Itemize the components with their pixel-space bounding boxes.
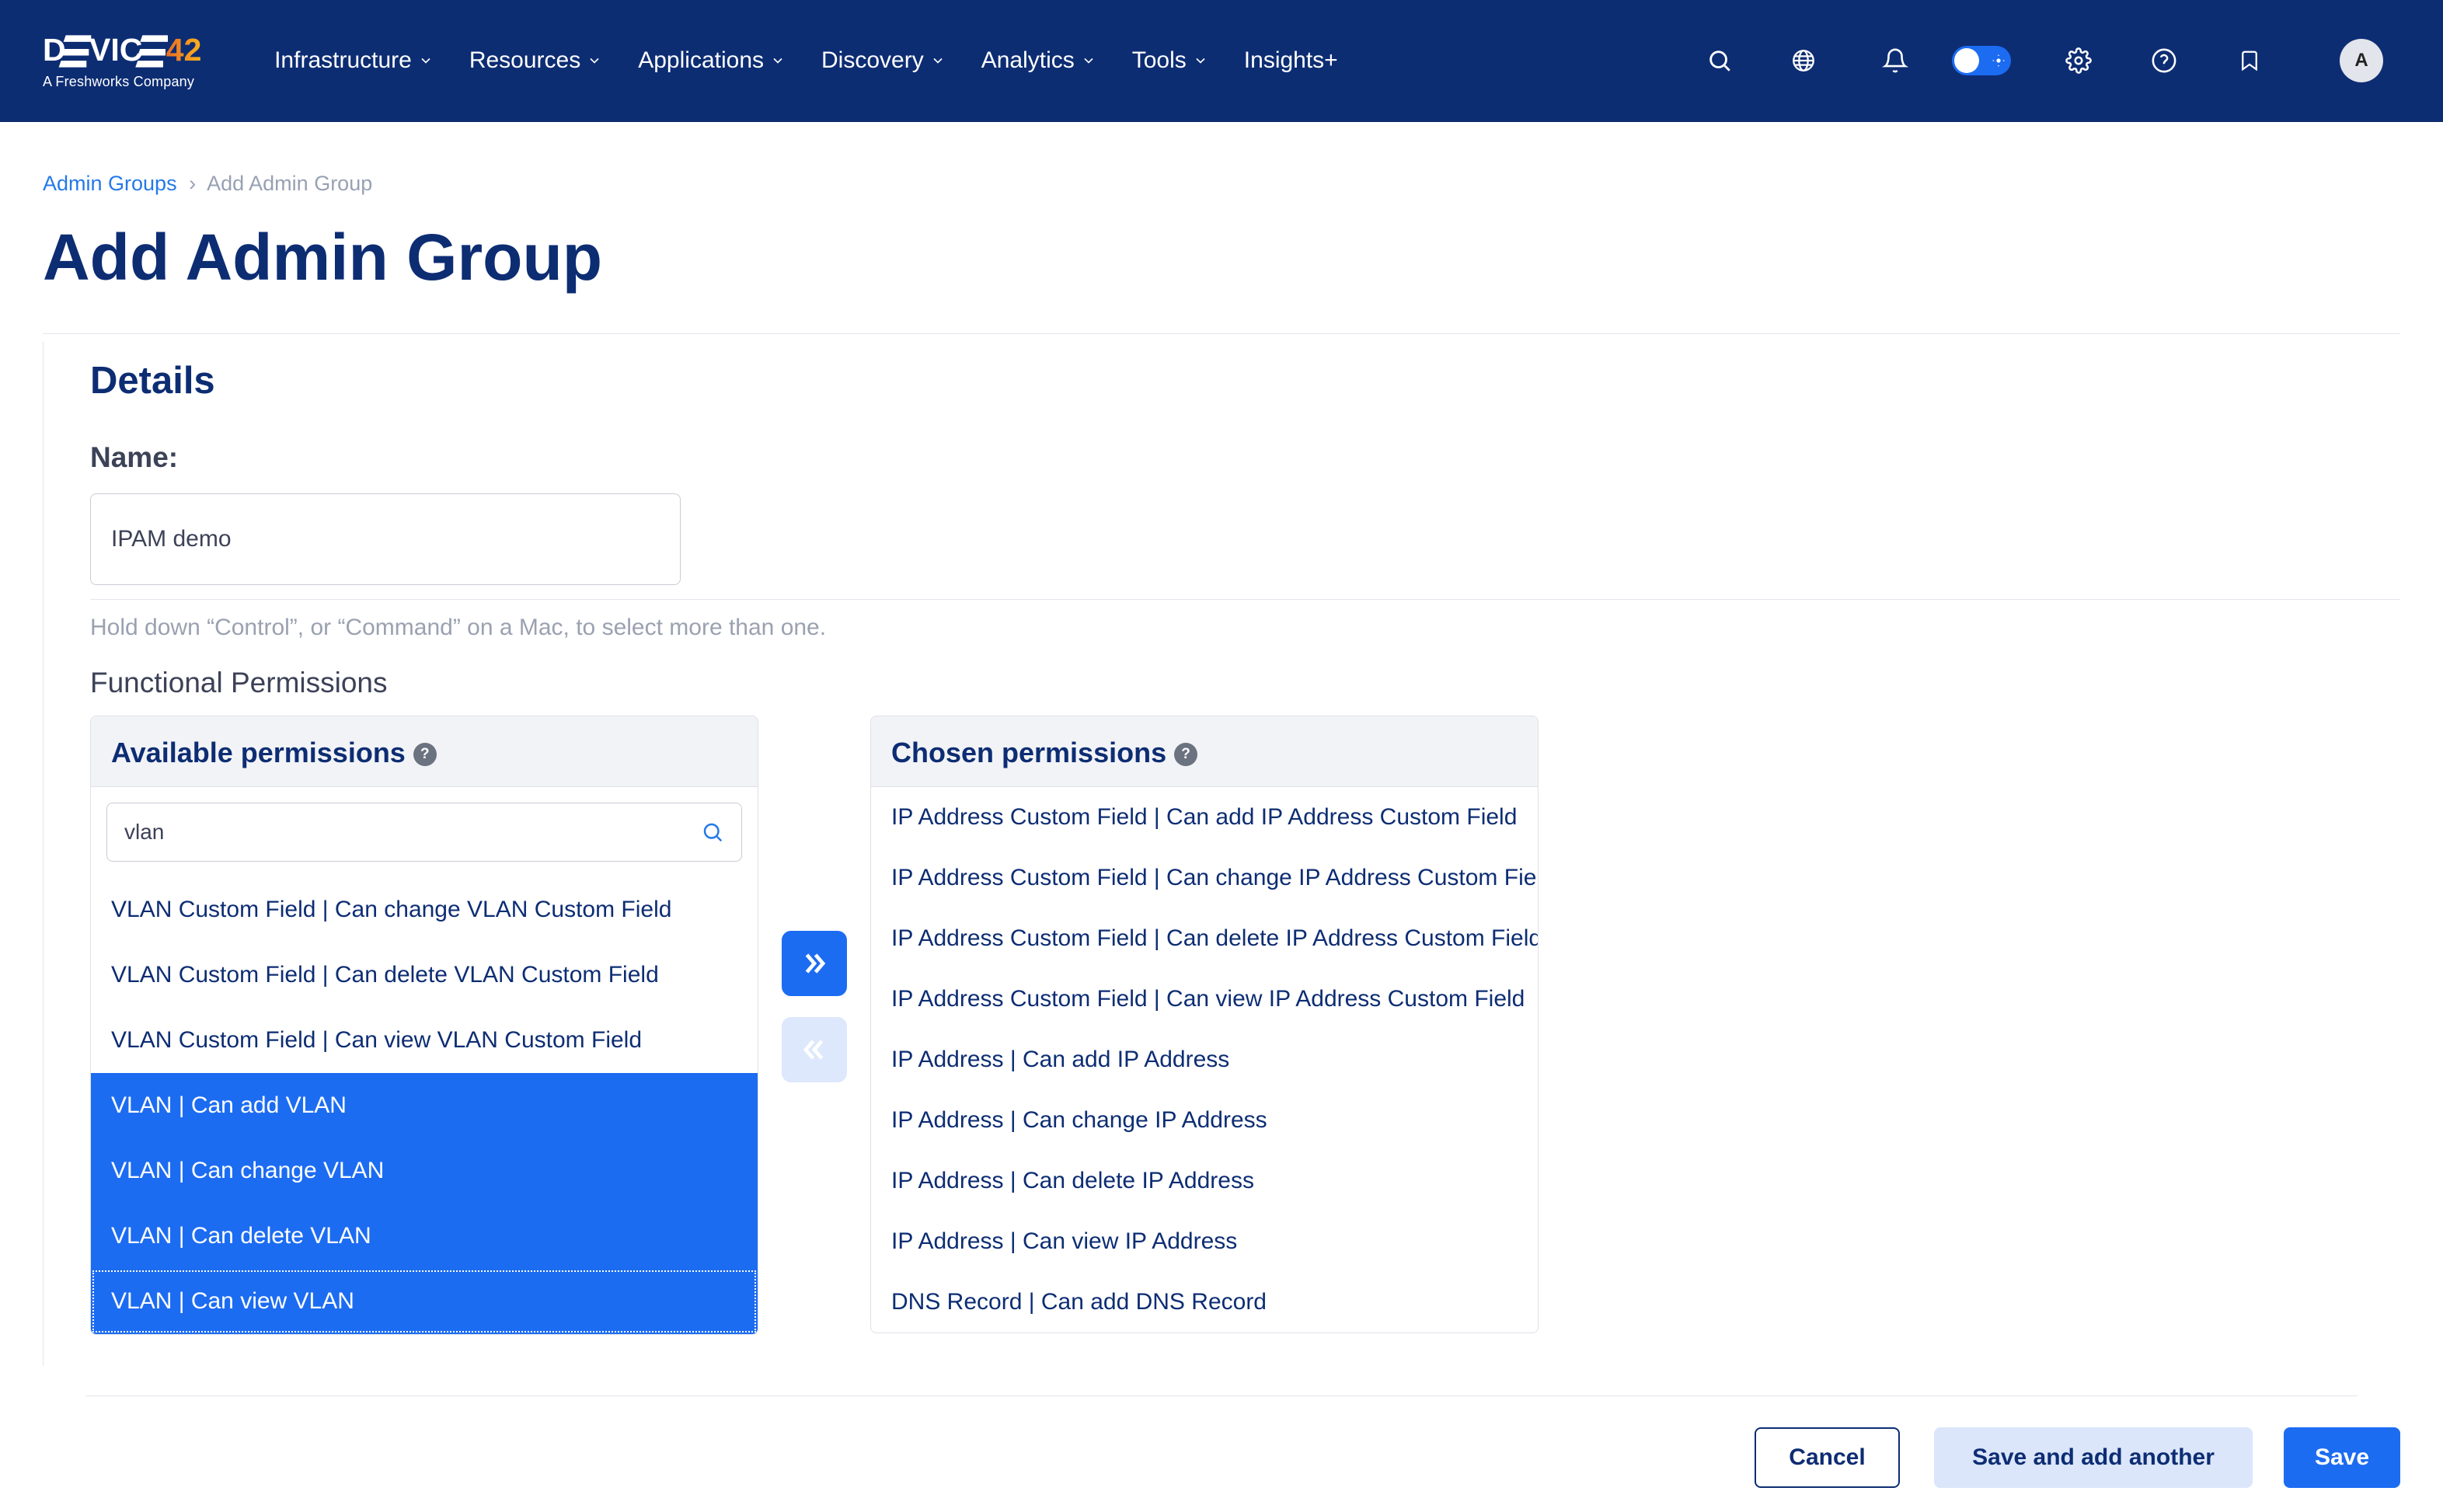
svg-text:42: 42 bbox=[166, 33, 202, 68]
svg-text:VIC: VIC bbox=[89, 33, 143, 68]
